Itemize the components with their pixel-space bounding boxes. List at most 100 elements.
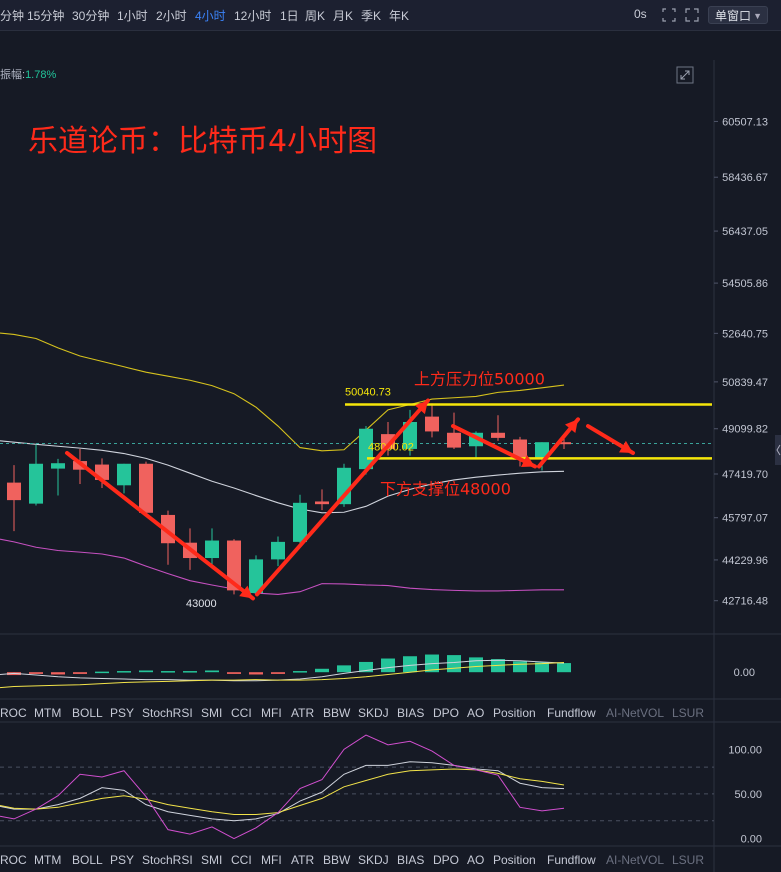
tf-1h[interactable]: 1小时	[117, 9, 148, 23]
kdj-tick-label: 0.00	[741, 834, 762, 846]
indicator-tab-mtm[interactable]: MTM	[34, 853, 62, 867]
candle-body	[447, 432, 461, 448]
chart-title: 乐道论币：比特币4小时图	[28, 124, 377, 159]
tf-year[interactable]: 年K	[389, 9, 410, 23]
macd-histogram-bar	[95, 671, 109, 674]
candle-body	[557, 442, 571, 445]
indicator-tab-mfi[interactable]: MFI	[261, 706, 282, 720]
indicator-tab-atr[interactable]: ATR	[291, 706, 315, 720]
indicator-tab-roc[interactable]: ROC	[0, 706, 27, 720]
indicator-tab-cci[interactable]: CCI	[231, 853, 252, 867]
price-tick-label: 44229.96	[722, 555, 768, 567]
tf-2h[interactable]: 2小时	[156, 9, 187, 23]
indicator-tab-smi[interactable]: SMI	[201, 706, 223, 720]
arrow-head	[564, 419, 578, 434]
trend-arrow	[451, 424, 537, 469]
indicator-tab-stochrsi[interactable]: StochRSI	[142, 706, 193, 720]
macd-histogram-bar	[557, 663, 571, 673]
indicator-tab-bias[interactable]: BIAS	[397, 706, 425, 720]
indicator-tab-bias[interactable]: BIAS	[397, 853, 425, 867]
macd-histogram-bar	[29, 672, 43, 674]
indicator-tab-fundflow[interactable]: Fundflow	[547, 853, 596, 867]
tf-week[interactable]: 周K	[305, 9, 326, 23]
arrow-head	[239, 585, 253, 599]
tf-quarter[interactable]: 季K	[361, 9, 382, 23]
indicator-tab-lsur[interactable]: LSUR	[672, 706, 705, 720]
macd-histogram-bar	[315, 668, 329, 673]
candle-body	[535, 442, 549, 459]
macd-histogram-bar	[205, 670, 219, 673]
indicator-tab-smi[interactable]: SMI	[201, 853, 223, 867]
fullscreen-icon[interactable]	[685, 8, 699, 22]
macd-histogram-bar	[73, 672, 87, 674]
indicator-tab-boll[interactable]: BOLL	[72, 853, 103, 867]
tf-12h[interactable]: 12小时	[234, 9, 272, 23]
price-tick-label: 49099.82	[722, 424, 768, 436]
indicator-tab-ao[interactable]: AO	[467, 853, 485, 867]
candle-body	[513, 439, 527, 460]
candle-body	[403, 422, 417, 449]
macd-histogram-bar	[271, 672, 285, 674]
window-mode-select[interactable]: 单窗口 ▼	[708, 6, 768, 24]
indicator-tab-position[interactable]: Position	[493, 706, 536, 720]
indicator-tab-skdj[interactable]: SKDJ	[358, 706, 389, 720]
timeframe-toolbar: 分钟 15分钟 30分钟 1小时 2小时 4小时 12小时 1日 周K 月K 季…	[0, 0, 781, 31]
candle-body	[249, 559, 263, 594]
price-tick-label: 56437.05	[722, 226, 768, 238]
indicator-tab-roc[interactable]: ROC	[0, 853, 27, 867]
kdj-k-line	[0, 761, 565, 822]
indicator-settings-icon[interactable]	[662, 8, 676, 22]
indicator-tab-ao[interactable]: AO	[467, 706, 485, 720]
tf-month[interactable]: 月K	[333, 9, 354, 23]
indicator-tab-bbw[interactable]: BBW	[323, 853, 351, 867]
trend-arrow	[255, 398, 430, 597]
kdj-tick-label: 50.00	[734, 789, 762, 801]
candle-body	[139, 463, 153, 513]
price-tick-label: 45797.07	[722, 513, 768, 525]
indicator-tab-psy[interactable]: PSY	[110, 706, 135, 720]
macd-histogram-bar	[359, 661, 373, 673]
indicator-tab-mtm[interactable]: MTM	[34, 706, 62, 720]
indicator-tab-position[interactable]: Position	[493, 853, 536, 867]
indicator-tab-fundflow[interactable]: Fundflow	[547, 706, 596, 720]
candle-body	[293, 502, 307, 542]
indicator-tab-dpo[interactable]: DPO	[433, 706, 460, 720]
indicator-tab-psy[interactable]: PSY	[110, 853, 135, 867]
indicator-tab-atr[interactable]: ATR	[291, 853, 315, 867]
price-tick-label: 47419.70	[722, 469, 768, 481]
candle-body	[315, 501, 329, 505]
indicator-settings-tab[interactable]	[775, 435, 781, 465]
indicator-tab-ai-netvol[interactable]: AI-NetVOL	[606, 853, 665, 867]
tf-1d[interactable]: 1日	[280, 9, 299, 23]
tf-4h[interactable]: 4小时	[195, 9, 226, 23]
indicator-tab-boll[interactable]: BOLL	[72, 706, 103, 720]
indicator-tab-cci[interactable]: CCI	[231, 706, 252, 720]
kdj-j-line	[0, 734, 565, 840]
tf-30min[interactable]: 30分钟	[72, 9, 110, 23]
indicator-tab-stochrsi[interactable]: StochRSI	[142, 853, 193, 867]
macd-histogram-bar	[293, 671, 307, 673]
macd-histogram-bar	[117, 671, 131, 673]
indicator-tab-bbw[interactable]: BBW	[323, 706, 351, 720]
arrow-head	[619, 440, 633, 453]
indicator-tab-lsur[interactable]: LSUR	[672, 853, 705, 867]
macd-histogram-bar	[139, 670, 153, 673]
arrow-head	[521, 454, 535, 468]
indicator-tab-skdj[interactable]: SKDJ	[358, 853, 389, 867]
candlestick-chart: 乐道论币：比特币4小时图 60507.13 58436.67 56437.05 545…	[0, 60, 781, 872]
price-label: 50040.73	[345, 386, 391, 398]
price-tick-label: 58436.67	[722, 172, 768, 184]
price-tick-label: 54505.86	[722, 278, 768, 290]
indicator-tab-dpo[interactable]: DPO	[433, 853, 460, 867]
tf-1min[interactable]: 分钟	[0, 9, 25, 23]
indicator-tab-mfi[interactable]: MFI	[261, 853, 282, 867]
candle-body	[381, 434, 395, 449]
expand-icon[interactable]	[676, 66, 694, 84]
indicator-tab-ai-netvol[interactable]: AI-NetVOL	[606, 706, 665, 720]
tf-15min[interactable]: 15分钟	[27, 9, 65, 23]
countdown: 0s	[634, 7, 647, 21]
candle-body	[491, 432, 505, 438]
macd-histogram-bar	[535, 662, 549, 673]
macd-histogram-bar	[249, 672, 263, 675]
macd-tick-label: 0.00	[734, 667, 755, 679]
